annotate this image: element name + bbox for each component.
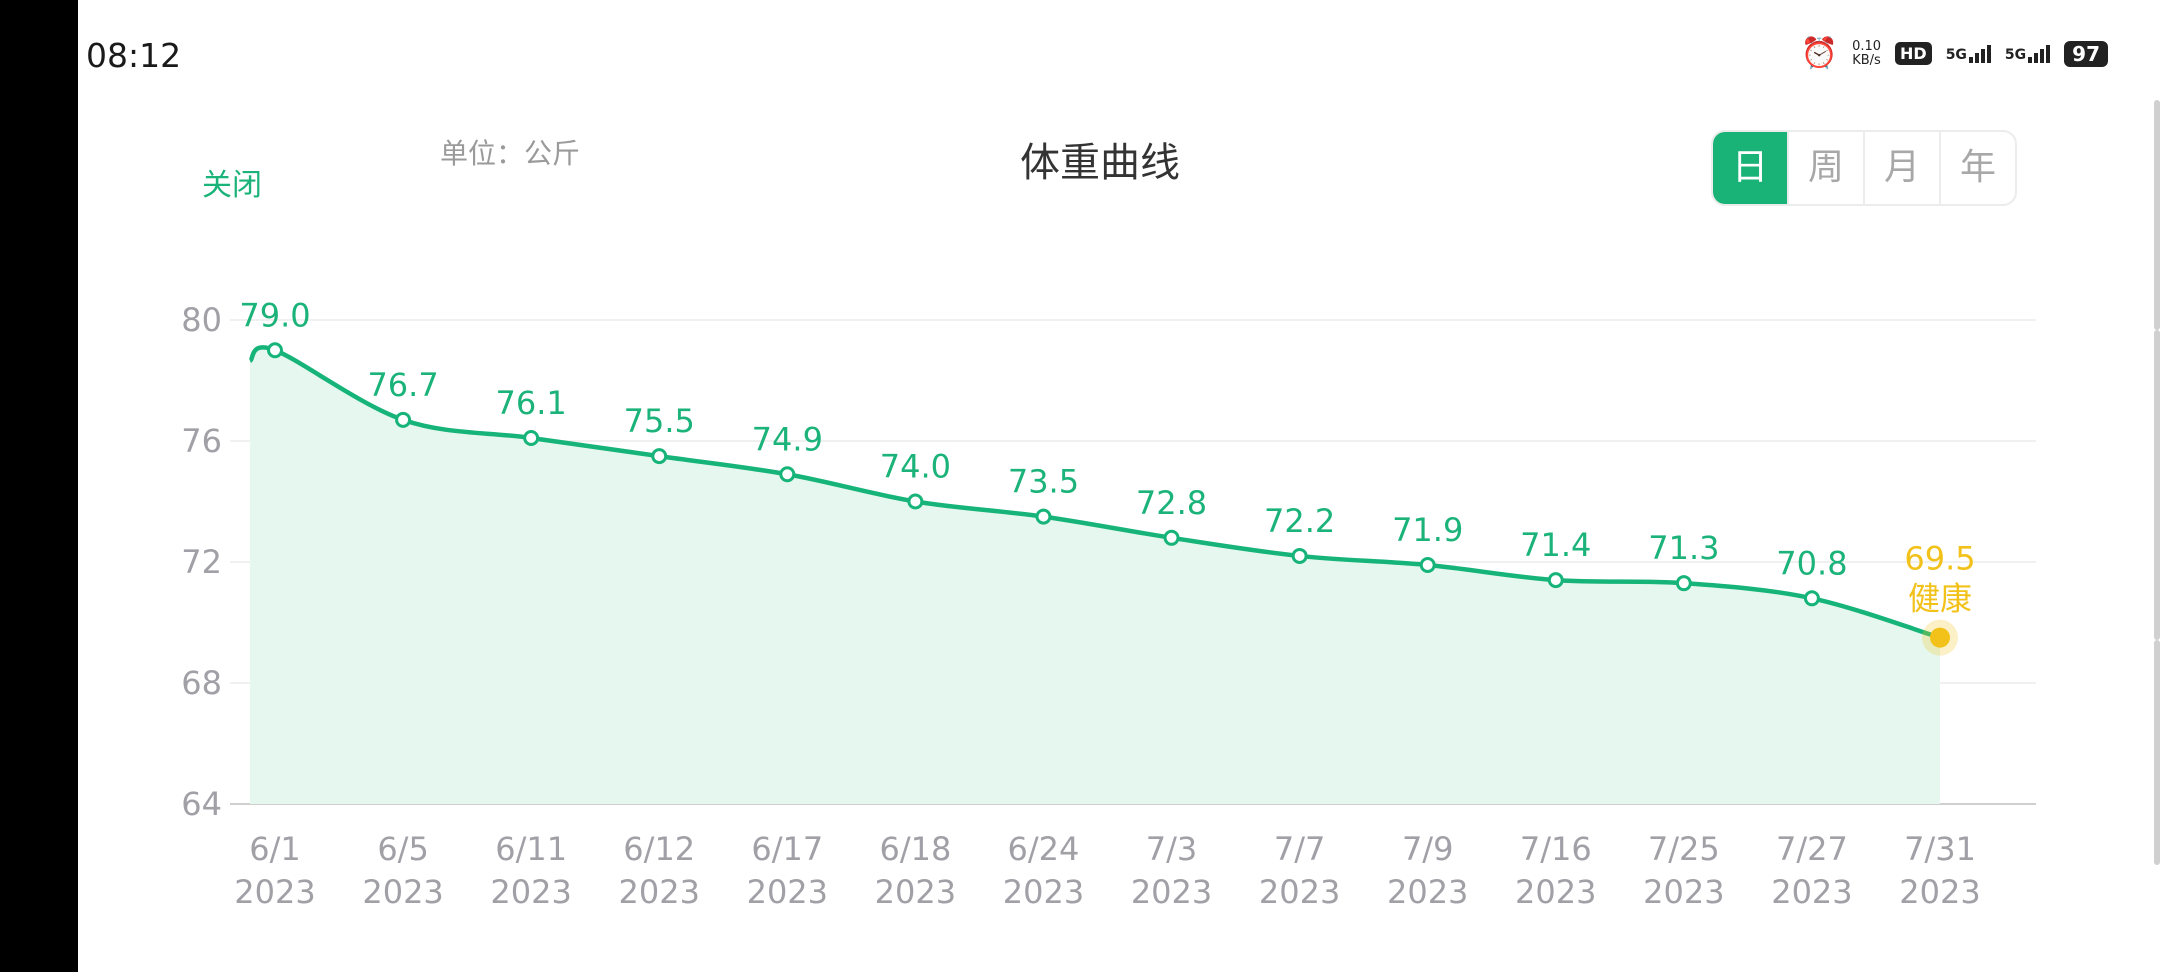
signal-5g-icon-2: 5G — [2004, 44, 2051, 63]
data-point — [1291, 547, 1308, 564]
point-value-label: 70.8 — [1776, 544, 1847, 582]
left-system-bar — [0, 0, 78, 972]
point-value-label: 76.7 — [367, 366, 438, 404]
net-speed: 0.10 KB/s — [1852, 38, 1882, 68]
x-tick-date: 6/11 — [495, 830, 567, 868]
data-point — [779, 466, 796, 483]
point-value-label: 71.9 — [1392, 511, 1463, 549]
scroll-indicator-bottom — [2154, 640, 2160, 865]
x-tick-year: 2023 — [234, 873, 315, 911]
tab-year[interactable]: 年 — [1939, 132, 2015, 204]
point-value-label: 71.3 — [1648, 529, 1719, 567]
point-value-label: 74.9 — [752, 420, 823, 458]
x-tick-date: 6/5 — [377, 830, 429, 868]
unit-label: 单位：公斤 — [440, 137, 581, 170]
data-point — [1675, 575, 1692, 592]
x-tick-date: 6/12 — [623, 830, 695, 868]
y-tick-label: 80 — [181, 301, 222, 339]
point-value-label: 73.5 — [1008, 463, 1079, 501]
signal-5g-label-2: 5G — [2004, 46, 2027, 63]
x-tick-date: 7/16 — [1520, 830, 1592, 868]
data-point — [267, 342, 283, 359]
battery-icon: 97 — [2064, 40, 2108, 67]
x-tick-date: 6/1 — [249, 830, 301, 868]
status-icons: ⏰ 0.10 KB/s HD 5G 5G 97 — [1801, 36, 2108, 71]
highlight-point — [1930, 627, 1950, 648]
x-tick-year: 2023 — [1003, 873, 1084, 911]
point-value-label: 74.0 — [880, 448, 951, 486]
series-area — [250, 347, 1940, 804]
point-value-label: 75.5 — [624, 402, 695, 440]
x-tick-date: 6/18 — [879, 830, 951, 868]
data-point — [1803, 590, 1820, 607]
point-value-label: 69.5 — [1904, 540, 1975, 578]
tab-day[interactable]: 日 — [1713, 132, 1787, 204]
tab-week[interactable]: 周 — [1787, 132, 1863, 204]
data-point — [1419, 557, 1436, 574]
hd-icon: HD — [1895, 42, 1932, 65]
signal-5g-label-1: 5G — [1945, 46, 1967, 63]
data-point — [1163, 529, 1180, 546]
x-tick-date: 7/31 — [1904, 830, 1976, 868]
x-tick-year: 2023 — [1131, 873, 1212, 911]
scroll-indicator-middle — [2154, 330, 2160, 640]
point-value-label: 72.8 — [1136, 484, 1207, 522]
point-value-label: 72.2 — [1264, 502, 1335, 540]
point-value-label: 71.4 — [1520, 526, 1591, 564]
x-tick-year: 2023 — [619, 873, 700, 911]
x-tick-year: 2023 — [1387, 873, 1468, 911]
data-point — [1035, 508, 1052, 525]
net-speed-unit: KB/s — [1852, 52, 1881, 68]
x-tick-date: 7/25 — [1648, 830, 1720, 868]
x-tick-date: 7/9 — [1402, 830, 1454, 868]
tab-month[interactable]: 月 — [1863, 132, 1939, 204]
x-tick-year: 2023 — [1771, 873, 1852, 911]
scroll-indicator-top — [2154, 100, 2160, 330]
x-tick-year: 2023 — [747, 873, 828, 911]
net-speed-value: 0.10 — [1852, 38, 1882, 54]
x-tick-year: 2023 — [490, 873, 571, 911]
x-tick-year: 2023 — [1259, 873, 1340, 911]
point-status-label: 健康 — [1908, 580, 1972, 618]
x-tick-date: 7/7 — [1274, 830, 1326, 868]
x-tick-date: 6/17 — [751, 830, 823, 868]
x-tick-date: 7/3 — [1146, 830, 1198, 868]
data-point — [1547, 572, 1564, 589]
period-segmented-control: 日 周 月 年 — [1711, 130, 2017, 206]
data-point — [651, 448, 668, 465]
x-tick-year: 2023 — [362, 873, 443, 911]
chart-title: 体重曲线 — [1020, 140, 1180, 186]
y-tick-label: 68 — [181, 664, 222, 702]
x-tick-year: 2023 — [1515, 873, 1596, 911]
status-time: 08:12 — [86, 36, 182, 75]
x-tick-year: 2023 — [1643, 873, 1724, 911]
data-point — [523, 429, 540, 446]
signal-5g-icon-1: 5G — [1945, 44, 1991, 63]
data-point — [907, 493, 924, 510]
x-tick-year: 2023 — [875, 873, 956, 911]
alarm-icon: ⏰ — [1800, 36, 1839, 71]
x-tick-date: 7/27 — [1776, 830, 1848, 868]
point-value-label: 79.0 — [239, 296, 310, 334]
x-tick-year: 2023 — [1899, 873, 1980, 911]
y-tick-label: 72 — [181, 543, 222, 581]
y-tick-label: 76 — [181, 422, 222, 460]
data-point — [395, 411, 412, 428]
y-tick-label: 64 — [181, 785, 222, 823]
point-value-label: 76.1 — [496, 384, 567, 422]
x-tick-date: 6/24 — [1008, 830, 1080, 868]
close-button[interactable]: 关闭 — [202, 168, 262, 203]
